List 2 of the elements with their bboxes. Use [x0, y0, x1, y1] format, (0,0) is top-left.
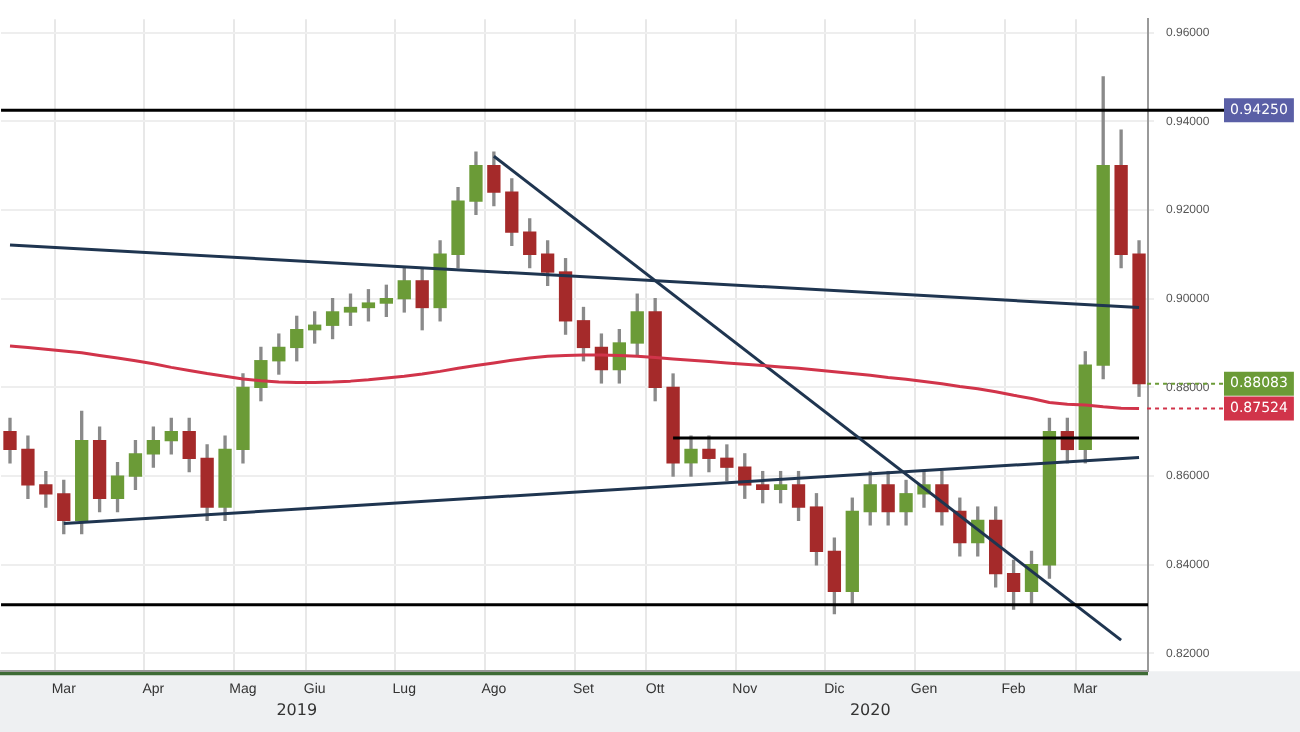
text: 2020 — [849, 701, 891, 720]
text: 2019 — [276, 701, 318, 720]
